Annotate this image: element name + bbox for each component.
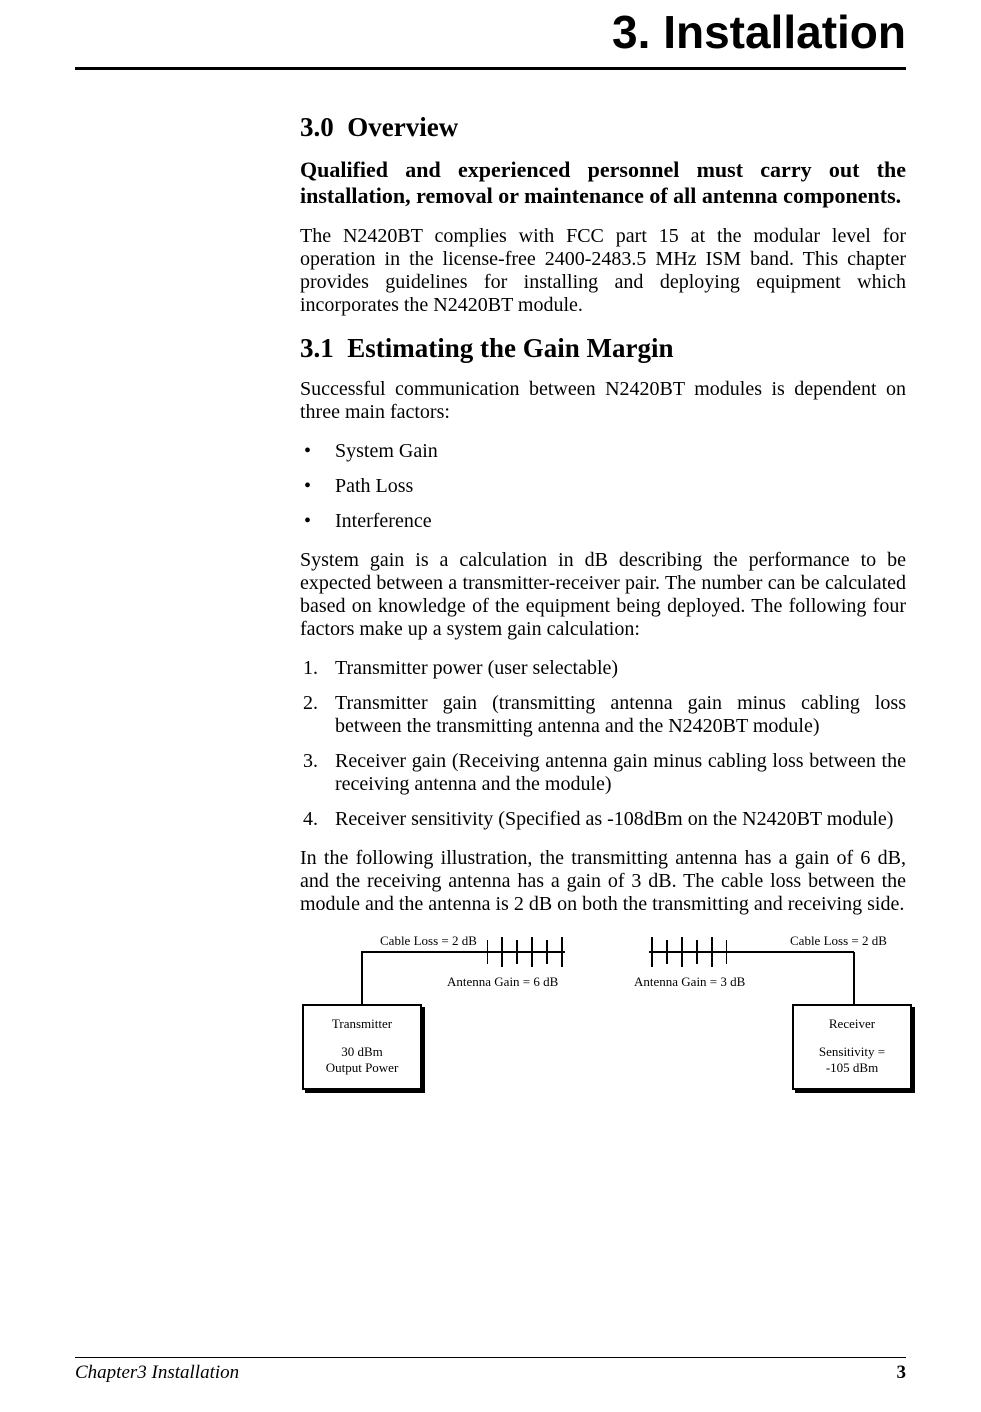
receiver-box: Receiver Sensitivity = -105 dBm <box>792 1004 912 1090</box>
body-paragraph: Successful communication between N2420BT… <box>300 378 906 424</box>
tx-box-line1: 30 dBm <box>304 1044 420 1060</box>
list-item: Receiver gain (Receiving antenna gain mi… <box>300 750 906 796</box>
list-item: Transmitter gain (transmitting antenna g… <box>300 692 906 738</box>
body-paragraph: System gain is a calculation in dB descr… <box>300 549 906 641</box>
list-item: Path Loss <box>300 475 906 498</box>
section-number: 3.0 <box>300 112 334 143</box>
tx-horizontal-wire <box>361 951 491 953</box>
section-number: 3.1 <box>300 333 334 364</box>
transmitter-box: Transmitter 30 dBm Output Power <box>302 1004 422 1090</box>
rx-box-title: Receiver <box>794 1016 910 1032</box>
tx-antenna-gain-label: Antenna Gain = 6 dB <box>447 974 558 990</box>
tx-box-title: Transmitter <box>304 1016 420 1032</box>
section-heading-gain: 3.1 Estimating the Gain Margin <box>300 333 906 364</box>
body-paragraph: The N2420BT complies with FCC part 15 at… <box>300 225 906 317</box>
list-item: Receiver sensitivity (Specified as -108d… <box>300 808 906 831</box>
section-heading-overview: 3.0 Overview <box>300 112 906 143</box>
rx-horizontal-wire <box>722 951 854 953</box>
rx-antenna-gain-label: Antenna Gain = 3 dB <box>634 974 745 990</box>
list-item: Interference <box>300 510 906 533</box>
section-title: Overview <box>347 112 458 142</box>
rx-box-line1: Sensitivity = <box>794 1044 910 1060</box>
content-column: 3.0 Overview Qualified and experienced p… <box>300 112 906 1112</box>
section-title: Estimating the Gain Margin <box>347 333 673 363</box>
rx-box-line2: -105 dBm <box>794 1060 910 1076</box>
rx-cable-loss-label: Cable Loss = 2 dB <box>790 933 887 949</box>
chapter-title: 3. Installation <box>75 0 906 70</box>
body-paragraph: In the following illustration, the trans… <box>300 847 906 916</box>
gain-diagram: Cable Loss = 2 dB Cable Loss = 2 dB Ante… <box>300 932 906 1112</box>
tx-cable-loss-label: Cable Loss = 2 dB <box>380 933 477 949</box>
list-item: System Gain <box>300 440 906 463</box>
footer-left: Chapter3 Installation <box>75 1362 239 1384</box>
footer-page-number: 3 <box>897 1362 907 1384</box>
rx-vertical-wire <box>853 952 855 1004</box>
bullet-list: System Gain Path Loss Interference <box>300 440 906 533</box>
numbered-list: Transmitter power (user selectable) Tran… <box>300 657 906 831</box>
tx-vertical-wire <box>361 952 363 1004</box>
warning-paragraph: Qualified and experienced personnel must… <box>300 157 906 209</box>
rx-antenna-icon <box>649 935 727 969</box>
list-item: Transmitter power (user selectable) <box>300 657 906 680</box>
tx-antenna-icon <box>487 935 565 969</box>
page-footer: Chapter3 Installation 3 <box>75 1357 906 1384</box>
tx-box-line2: Output Power <box>304 1060 420 1076</box>
